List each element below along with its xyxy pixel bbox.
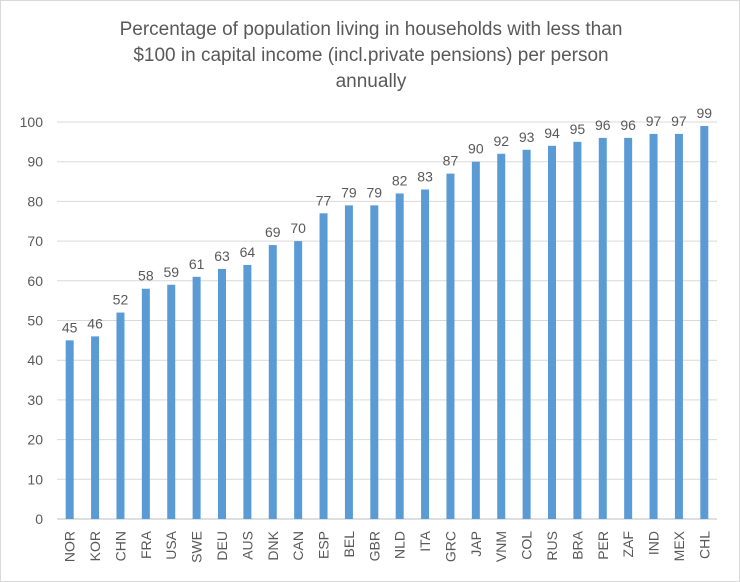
data-label: 63 [214,248,230,264]
x-tick-label: NOR [62,531,78,562]
x-tick-label: GBR [366,531,382,561]
bar-usa [167,284,176,519]
bar-esp [319,213,328,519]
data-label: 90 [468,141,484,157]
x-tick-label: GRC [442,531,458,562]
bar-mex [674,133,683,519]
bar-grc [446,173,455,520]
bar-gbr [370,205,379,519]
chart-title: Percentage of population living in house… [61,17,681,95]
x-tick-label: IND [646,531,662,555]
x-tick-label: RUS [544,531,560,561]
bar-rus [548,145,556,519]
x-tick-label: VNM [493,531,509,562]
data-label: 70 [290,220,306,236]
chart-title-line-1: Percentage of population living in house… [119,19,623,40]
x-tick-label: CHN [112,531,128,561]
x-tick-label: DEU [214,531,230,561]
bar-deu [218,268,226,519]
bar-kor [91,336,100,519]
data-label: 79 [367,184,383,200]
x-tick-label: PER [595,531,611,560]
data-label: 58 [138,268,154,284]
x-tick-label: MEX [671,530,687,561]
bar-ind [649,133,658,519]
chart-title-line-3: annually [335,71,407,92]
data-label: 96 [595,117,611,133]
y-tick-label: 90 [27,154,43,170]
data-label: 87 [443,153,459,169]
bar-aus [243,264,252,519]
y-tick-label: 20 [27,432,43,448]
bar-bel [344,205,353,519]
y-tick-label: 10 [27,471,43,487]
data-label: 77 [316,192,332,208]
data-label: 79 [341,184,357,200]
data-label: 83 [417,168,433,184]
data-label: 46 [87,315,103,331]
x-tick-label: BRA [569,530,585,559]
bar-swe [192,276,201,519]
y-tick-label: 0 [35,511,43,527]
x-tick-label: ZAF [620,531,636,557]
bar-fra [141,288,150,519]
x-tick-label: USA [163,530,179,559]
data-label: 52 [113,292,129,308]
y-tick-label: 70 [27,233,43,249]
bar-col [522,149,531,520]
data-label: 99 [697,105,713,121]
bar-jap [471,161,480,519]
data-label: 82 [392,172,408,188]
bar-per [598,137,607,519]
x-tick-label: CHL [696,531,712,559]
x-tick-label: CAN [290,531,306,561]
bar-nor [65,340,74,519]
bar-dnk [268,245,277,519]
y-tick-label: 50 [27,313,43,329]
data-label: 64 [240,244,256,260]
y-tick-label: 80 [27,193,43,209]
x-tick-label: KOR [87,531,103,561]
x-tick-label: NLD [392,531,408,559]
data-label: 59 [163,264,179,280]
x-tick-label: SWE [189,531,205,563]
data-label: 95 [570,121,586,137]
x-tick-label: COL [519,531,535,560]
data-label: 93 [519,129,535,145]
bar-ita [421,189,430,520]
data-label: 61 [189,256,205,272]
data-label: 97 [646,113,662,129]
x-tick-label: BEL [341,531,357,558]
x-tick-label: ITA [417,530,433,551]
x-tick-label: FRA [138,530,154,559]
data-label: 94 [544,125,560,141]
bar-nld [395,193,404,519]
data-label: 96 [620,117,636,133]
bar-vnm [497,153,506,519]
x-tick-label: DNK [265,530,281,560]
y-tick-label: 100 [20,114,44,130]
data-label: 97 [671,113,687,129]
bar-chl [700,125,709,519]
bar-zaf [624,137,633,519]
bar-chn [116,312,125,519]
x-tick-label: ESP [316,531,332,559]
data-label: 92 [493,133,509,149]
data-label: 69 [265,224,281,240]
bar-bra [573,141,582,519]
chart-title-line-2: $100 in capital income (incl.private pen… [133,45,609,66]
y-tick-label: 60 [27,273,43,289]
x-tick-label: AUS [239,531,255,560]
data-label: 45 [62,319,78,335]
y-tick-label: 30 [27,392,43,408]
y-tick-label: 40 [27,352,43,368]
bar-can [294,241,303,519]
x-tick-label: JAP [468,531,484,557]
